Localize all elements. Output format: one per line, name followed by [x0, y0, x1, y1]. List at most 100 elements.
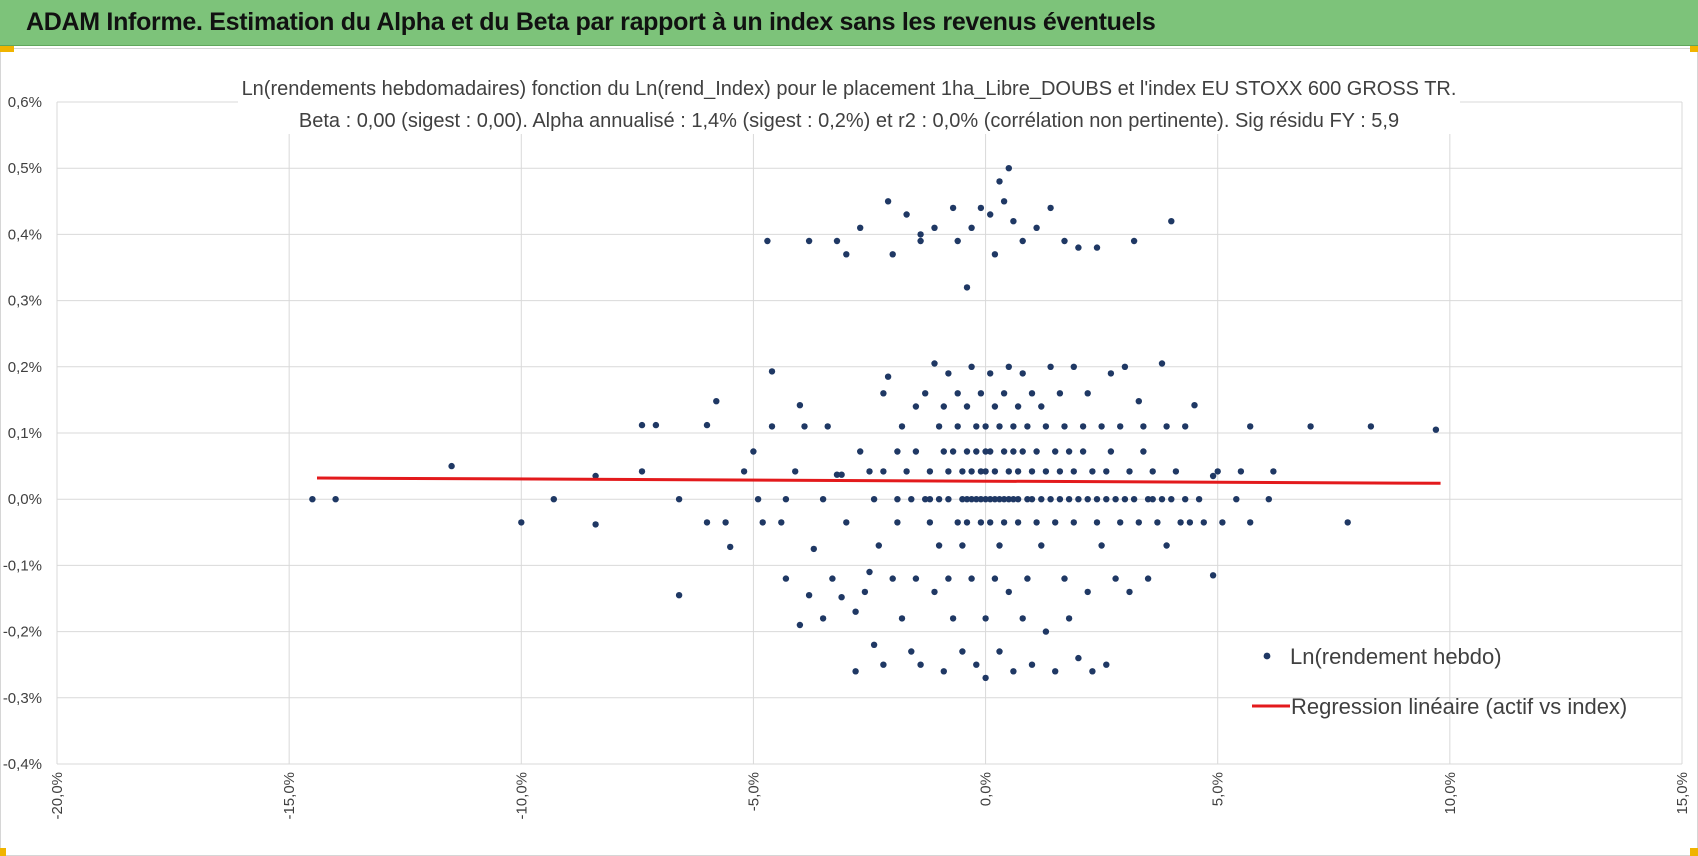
scatter-point — [1089, 468, 1096, 475]
scatter-point — [1014, 468, 1022, 475]
scatter-point — [1121, 496, 1129, 503]
y-tick-label: 0,3% — [8, 293, 42, 310]
y-tick-label: -0,1% — [3, 557, 42, 574]
scatter-point — [880, 468, 887, 475]
scatter-point — [796, 402, 804, 409]
scatter-point — [935, 542, 943, 549]
scatter-point — [1237, 468, 1245, 475]
scatter-point — [1144, 496, 1152, 503]
title-background — [238, 72, 1460, 134]
scatter-point — [1344, 519, 1351, 526]
scatter-point — [1098, 423, 1105, 430]
y-tick-label: -0,2% — [3, 624, 42, 641]
frame-corner-bottom-left — [0, 848, 6, 856]
scatter-point — [931, 360, 938, 367]
scatter-point — [857, 448, 864, 455]
scatter-point — [1005, 165, 1012, 172]
scatter-point — [782, 496, 790, 503]
scatter-point — [1093, 519, 1101, 526]
scatter-point — [810, 545, 817, 553]
x-tick-label: 0,0% — [978, 772, 995, 806]
scatter-point — [912, 403, 920, 410]
scatter-point — [1270, 468, 1277, 475]
scatter-point — [889, 251, 896, 258]
scatter-point — [977, 390, 985, 397]
scatter-point — [838, 471, 845, 478]
scatter-point — [824, 423, 831, 430]
scatter-points — [309, 165, 1440, 682]
scatter-point — [991, 496, 999, 503]
scatter-point — [1126, 588, 1133, 596]
scatter-point — [1103, 661, 1110, 668]
scatter-point — [926, 496, 934, 503]
scatter-point — [1024, 575, 1031, 582]
scatter-point — [1367, 423, 1375, 430]
x-tick-label: -10,0% — [513, 772, 530, 820]
scatter-point — [968, 468, 975, 475]
scatter-point — [727, 543, 734, 551]
scatter-point — [1019, 448, 1026, 455]
scatter-point — [1135, 398, 1143, 405]
scatter-point — [1000, 496, 1008, 503]
scatter-point — [949, 615, 957, 622]
scatter-point — [912, 448, 920, 455]
scatter-point — [1075, 244, 1082, 251]
scatter-point — [880, 661, 887, 668]
scatter-point — [768, 368, 776, 375]
scatter-point — [1056, 390, 1064, 397]
x-tick-label: -15,0% — [281, 772, 298, 820]
scatter-point — [1070, 468, 1078, 475]
scatter-point — [829, 575, 836, 582]
scatter-point — [1149, 496, 1156, 503]
scatter-point — [838, 594, 845, 601]
scatter-point — [963, 496, 971, 503]
scatter-point — [805, 592, 813, 599]
scatter-point — [982, 674, 989, 682]
scatter-point — [977, 468, 985, 475]
scatter-point — [1038, 542, 1045, 549]
scatter-point — [1014, 496, 1022, 503]
scatter-point — [518, 519, 525, 526]
scatter-point — [833, 471, 841, 478]
scatter-point — [1117, 519, 1124, 526]
scatter-point — [1010, 448, 1017, 455]
scatter-point — [884, 198, 892, 205]
y-tick-label: 0,4% — [8, 226, 42, 243]
scatter-point — [959, 542, 966, 549]
scatter-point — [968, 224, 975, 231]
x-tick-label: 15,0% — [1674, 772, 1691, 815]
scatter-point — [903, 468, 910, 475]
scatter-point — [1158, 360, 1166, 367]
scatter-point — [1014, 403, 1022, 410]
scatter-point — [1061, 237, 1068, 245]
scatter-point — [1163, 542, 1170, 549]
scatter-point — [926, 519, 934, 526]
scatter-point — [1103, 496, 1110, 503]
scatter-point — [1019, 370, 1026, 377]
scatter-point — [875, 542, 882, 549]
scatter-point — [1177, 519, 1184, 526]
scatter-point — [1112, 496, 1119, 503]
scatter-point — [1186, 519, 1194, 526]
scatter-point — [1033, 224, 1040, 231]
y-tick-label: -0,3% — [3, 690, 42, 707]
scatter-point — [1033, 448, 1040, 455]
scatter-point — [973, 661, 980, 668]
scatter-point — [973, 423, 980, 430]
scatter-point — [675, 496, 683, 503]
scatter-point — [1000, 390, 1008, 397]
scatter-point — [954, 390, 961, 397]
y-tick-label: 0,5% — [8, 160, 42, 177]
scatter-point — [1112, 575, 1119, 582]
scatter-point — [1265, 496, 1273, 503]
scatter-point — [1075, 496, 1082, 503]
scatter-point — [894, 448, 901, 455]
scatter-point — [675, 592, 683, 599]
scatter-point — [1209, 572, 1217, 579]
scatter-point — [703, 519, 711, 526]
scatter-point — [1014, 519, 1022, 526]
scatter-point — [1084, 588, 1091, 596]
scatter-point — [1195, 496, 1203, 503]
scatter-point — [768, 423, 776, 430]
scatter-point — [1214, 468, 1221, 475]
